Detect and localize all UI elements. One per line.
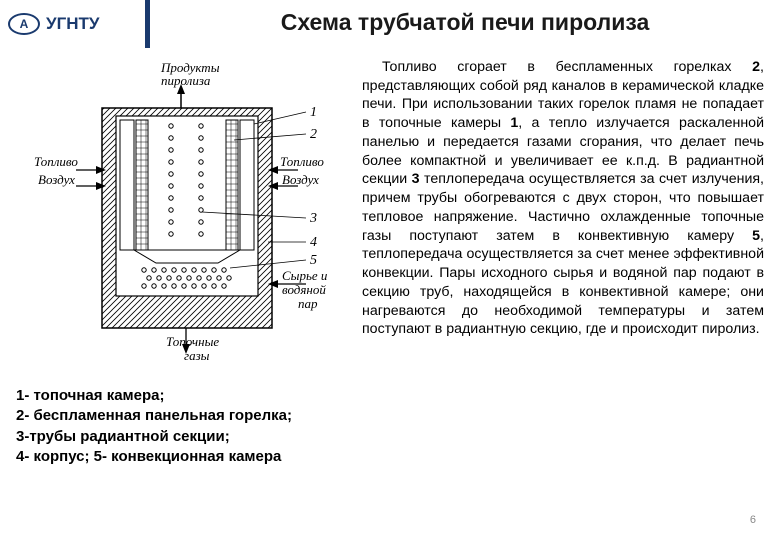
left-column: Продукты пиролиза [16, 58, 346, 530]
t-b3: 3 [412, 171, 420, 187]
lbl-flue2: газы [184, 348, 210, 363]
t-b1: 2 [752, 59, 760, 75]
legend-4: 4- корпус; 5- конвекционная камера [16, 447, 346, 467]
logo-box: А УГНТУ [0, 0, 145, 48]
legend-2: 2- беспламенная панельная горелка; [16, 406, 346, 426]
lbl-air-left: Воздух [38, 172, 75, 187]
body-text: Топливо сгорает в беспламенных горелках … [362, 58, 764, 530]
callout-4: 4 [310, 235, 317, 250]
lbl-fuel-left: Топливо [34, 154, 78, 169]
lbl-air-right: Воздух [282, 172, 319, 187]
lbl-fuel-right: Топливо [280, 154, 324, 169]
callout-3: 3 [309, 211, 317, 226]
content: Продукты пиролиза [0, 48, 780, 538]
t-b4: 5 [752, 228, 760, 244]
callout-1: 1 [310, 105, 317, 120]
callout-5: 5 [310, 253, 317, 268]
legend: 1- топочная камера; 2- беспламенная пане… [16, 386, 346, 467]
lbl-flue1: Топочные [166, 334, 219, 349]
callout-2: 2 [310, 127, 317, 142]
t-e: , теплопередача осуществляется за счет м… [362, 228, 764, 338]
page-number: 6 [750, 513, 756, 528]
legend-1: 1- топочная камера; [16, 386, 346, 406]
logo-icon: А [8, 13, 40, 35]
lbl-feed3: пар [298, 296, 318, 311]
t-a: Топливо сгорает в беспламенных горелках [382, 59, 752, 75]
furnace-diagram: Продукты пиролиза [16, 58, 346, 378]
t-d: теплопередача осуществляется за счет изл… [362, 171, 764, 243]
legend-3: 3-трубы радиантной секции; [16, 427, 346, 447]
page-title: Схема трубчатой печи пиролиза [150, 0, 780, 48]
lbl-feed1: Сырье и [282, 268, 328, 283]
org-name: УГНТУ [46, 14, 99, 34]
lbl-products-2: пиролиза [161, 73, 211, 88]
